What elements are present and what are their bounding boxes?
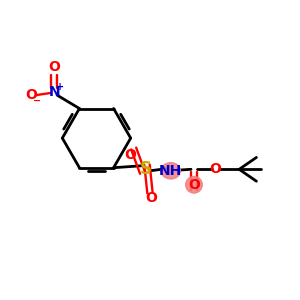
Text: NH: NH: [159, 164, 182, 178]
Text: O: O: [125, 148, 136, 162]
Text: N: N: [48, 85, 60, 99]
Text: +: +: [56, 82, 64, 92]
Text: O: O: [188, 178, 200, 192]
Text: O: O: [25, 88, 37, 102]
Text: S: S: [140, 160, 152, 178]
Text: O: O: [48, 60, 60, 74]
Text: O: O: [209, 162, 221, 176]
Text: −: −: [33, 95, 41, 106]
Text: O: O: [146, 191, 158, 205]
Ellipse shape: [161, 163, 181, 179]
Circle shape: [186, 176, 202, 193]
